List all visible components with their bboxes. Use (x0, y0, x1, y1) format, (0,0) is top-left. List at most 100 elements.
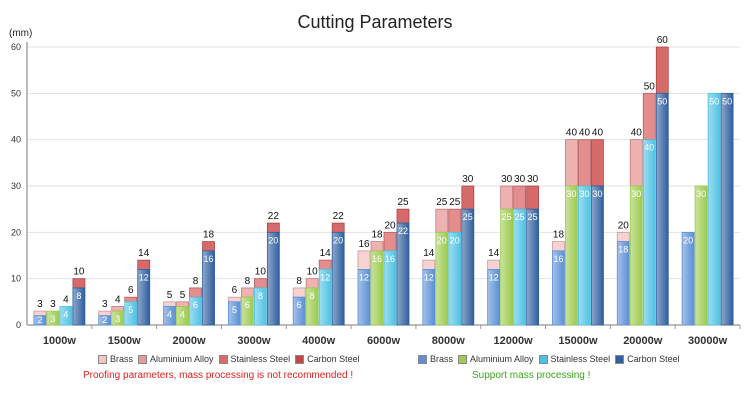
bar-proofing (422, 259, 436, 270)
bar-proofing (500, 185, 514, 210)
bar-value-label-top: 20 (618, 220, 630, 231)
legend-swatch (138, 354, 148, 364)
bar-value-label-mass: 25 (528, 212, 538, 222)
bar-value-label-top: 3 (50, 299, 56, 310)
legend-mass: Brass Aluminium Alloy Stainless Steel Ca… (418, 354, 685, 364)
bar-proofing (435, 208, 449, 233)
bar-mass (500, 208, 514, 326)
bar-proofing (202, 241, 215, 252)
bar-value-label-mass: 25 (515, 212, 525, 222)
bar-value-label-top: 40 (566, 128, 578, 139)
legend-item-mass-brass: Brass (418, 354, 453, 364)
bar-proofing (266, 222, 280, 233)
bar-value-label-mass: 6 (297, 300, 302, 310)
bar-proofing (189, 287, 202, 298)
bar-value-label-mass: 20 (333, 235, 343, 245)
bar-value-label-mass: 20 (450, 235, 460, 245)
bar-value-label-top: 60 (657, 35, 669, 46)
bar-value-label-mass: 30 (696, 189, 706, 199)
bar-mass (357, 268, 371, 326)
legend-swatch (615, 354, 625, 364)
bar-value-label-mass: 16 (385, 254, 395, 264)
bar-mass (370, 250, 384, 326)
legend-swatch (538, 354, 548, 364)
bar-mass (253, 287, 267, 326)
x-tick-label: 6000w (367, 335, 400, 347)
x-tick-label: 15000w (558, 335, 598, 347)
bar-value-label-top: 5 (167, 290, 173, 301)
bar-mass (33, 315, 47, 326)
bar-value-label-mass: 3 (115, 314, 120, 324)
legend-swatch (418, 354, 427, 364)
bar-mass (513, 208, 527, 326)
bar-mass (461, 208, 475, 326)
bar-value-label-top: 30 (501, 174, 513, 185)
bar-proofing (383, 231, 397, 252)
bar-mass (240, 296, 254, 326)
legend-label: Carbon Steel (307, 354, 360, 364)
bar-value-label-mass: 12 (139, 272, 149, 282)
bar-proofing (318, 259, 332, 270)
bar-value-label-mass: 16 (553, 254, 563, 264)
bar-proofing (72, 278, 86, 289)
bar-proofing (591, 139, 604, 187)
bar-value-label-mass: 40 (644, 143, 654, 153)
legend-label: Brass (110, 354, 134, 364)
bar-value-label-top: 25 (397, 197, 409, 208)
bar-mass (681, 231, 695, 326)
legend-item-proofing-stainless: Stainless Steel (218, 354, 290, 364)
bar-mass (422, 268, 436, 326)
bar-value-label-mass: 50 (709, 96, 719, 106)
bar-mass (46, 310, 60, 326)
bar-value-label-top: 18 (371, 230, 383, 241)
bar-value-label-top: 30 (462, 174, 474, 185)
bar-proofing (111, 306, 125, 312)
legend-swatch (295, 354, 305, 364)
bar-mass (227, 301, 241, 326)
legend-item-proofing-brass: Brass (98, 354, 133, 364)
bar-mass (578, 185, 591, 326)
bar-value-label-top: 4 (63, 294, 69, 305)
legend-swatch (458, 354, 468, 364)
bar-value-label-top: 3 (37, 299, 43, 310)
x-tick-label: 12000w (494, 335, 534, 347)
bar-value-label-mass: 12 (320, 272, 330, 282)
bar-mass (59, 306, 73, 326)
y-tick-label: 60 (11, 42, 21, 52)
bar-value-label-mass: 4 (167, 309, 172, 319)
legend-item-proofing-aluminium: Aluminium Alloy (138, 354, 214, 364)
bar-mass (124, 301, 138, 326)
bar-value-label-top: 25 (449, 197, 461, 208)
bar-value-label-top: 14 (138, 248, 150, 259)
bar-mass (435, 231, 449, 326)
bar-proofing (124, 296, 138, 303)
legend-label: Brass (430, 354, 454, 364)
bar-proofing (253, 278, 267, 289)
x-tick-label: 4000w (302, 335, 335, 347)
bar-value-label-mass: 3 (50, 314, 55, 324)
bar-value-label-mass: 30 (631, 189, 641, 199)
bar-proofing (448, 208, 462, 233)
bar-value-label-mass: 22 (398, 226, 408, 236)
x-tick-label: 20000w (623, 335, 663, 347)
bar-value-label-mass: 18 (618, 245, 628, 255)
bar-value-label-mass: 6 (193, 300, 198, 310)
bar-mass (396, 222, 410, 326)
bar-value-label-mass: 6 (245, 300, 250, 310)
bar-mass (526, 208, 540, 326)
bar-value-label-top: 3 (102, 299, 108, 310)
bar-proofing (305, 278, 319, 289)
legend-proofing: Brass Aluminium Alloy Stainless Steel Ca… (98, 354, 365, 364)
x-tick-label: 30000w (688, 335, 728, 347)
bar-mass (292, 296, 306, 326)
bar-value-label-mass: 8 (310, 291, 315, 301)
legend-swatch (98, 354, 107, 364)
legend-label: Stainless Steel (550, 354, 611, 364)
bar-proofing (642, 92, 656, 141)
bar-value-label-top: 8 (193, 276, 199, 287)
bar-value-label-top: 18 (203, 230, 215, 241)
bar-proofing (396, 208, 410, 224)
bar-value-label-top: 40 (579, 128, 591, 139)
